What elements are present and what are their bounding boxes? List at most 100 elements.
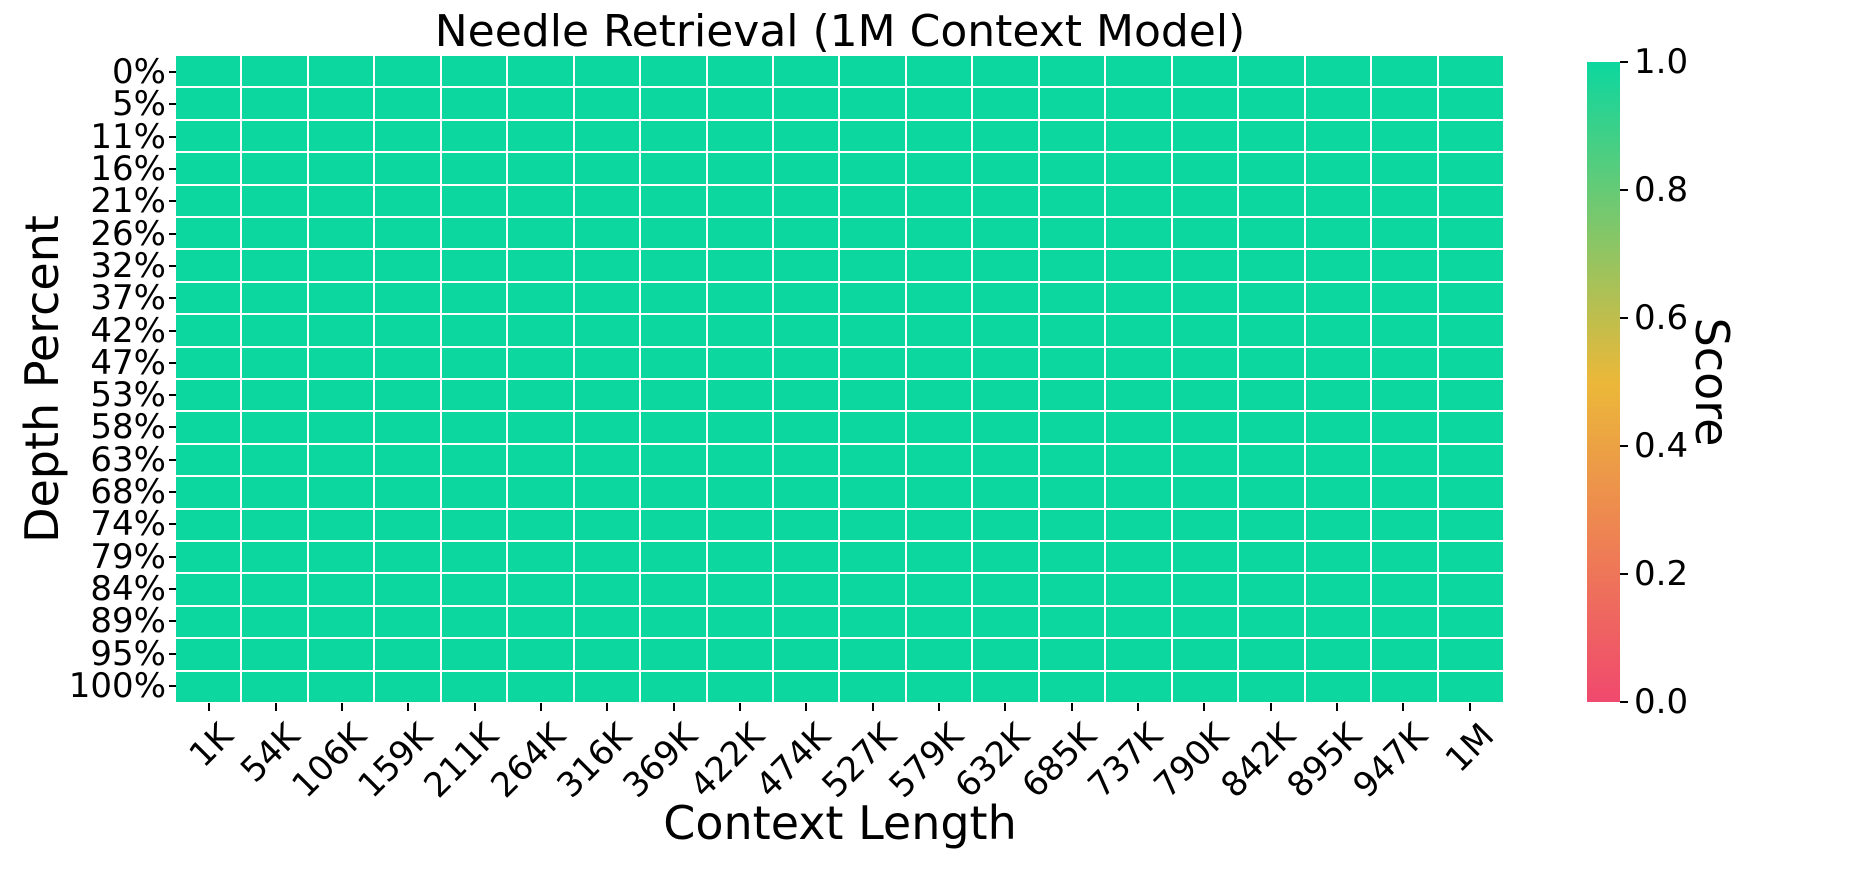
heatmap-cell [441, 509, 507, 540]
y-tick-mark [169, 103, 176, 106]
heatmap-cell [1305, 379, 1371, 411]
heatmap-cell [508, 639, 573, 670]
heatmap-cell [375, 88, 440, 119]
heatmap-cell [1106, 444, 1171, 476]
heatmap-cell [1305, 541, 1371, 573]
heatmap-cell [1305, 120, 1371, 152]
heatmap-cell [1039, 88, 1105, 119]
y-tick-label: 68% [90, 472, 166, 513]
heatmap-cell [574, 185, 640, 216]
heatmap-cell [840, 217, 905, 249]
heatmap-cell [1305, 509, 1371, 540]
heatmap-cell [1372, 185, 1437, 216]
y-tick-label: 53% [90, 375, 166, 416]
x-tick-label: 1K [181, 715, 242, 776]
heatmap-cell [774, 541, 839, 573]
heatmap-cell [1305, 347, 1371, 378]
heatmap-cell [641, 379, 706, 411]
heatmap-cell [242, 185, 307, 216]
x-tick-mark [1269, 703, 1272, 711]
heatmap-cell [840, 120, 905, 152]
heatmap-cell [574, 444, 640, 476]
heatmap-cell [906, 282, 972, 314]
heatmap-cell [375, 185, 440, 216]
heatmap-cell [508, 541, 573, 573]
heatmap-cell [973, 444, 1038, 476]
y-tick-mark [169, 523, 176, 526]
heatmap-cell [176, 477, 241, 508]
heatmap-cell [774, 217, 839, 249]
y-tick-mark [169, 200, 176, 203]
heatmap-cell [1372, 671, 1437, 702]
x-tick-label: 422K [682, 715, 773, 806]
heatmap-cell [1239, 639, 1304, 670]
x-tick-mark [871, 703, 874, 711]
heatmap-cell [1305, 639, 1371, 670]
heatmap-cell [574, 412, 640, 443]
heatmap-cell [906, 379, 972, 411]
heatmap-cell [1239, 185, 1304, 216]
heatmap-cell [1372, 606, 1437, 638]
heatmap-cell [906, 56, 972, 87]
y-tick-label: 0% [112, 52, 166, 93]
y-tick-mark [169, 458, 176, 461]
x-tick-mark [1004, 703, 1007, 711]
heatmap-cell [1106, 217, 1171, 249]
y-tick-label: 11% [90, 116, 166, 157]
heatmap-cell [375, 444, 440, 476]
heatmap-cell [774, 477, 839, 508]
heatmap-cell [906, 315, 972, 346]
heatmap-cell [1438, 88, 1503, 119]
heatmap-cell [1106, 477, 1171, 508]
y-tick-mark [169, 587, 176, 590]
y-tick-label: 42% [90, 310, 166, 351]
heatmap-cell [441, 56, 507, 87]
heatmap-cell [1372, 250, 1437, 281]
heatmap-cell [1106, 541, 1171, 573]
heatmap-cell [774, 606, 839, 638]
heatmap-cell [641, 56, 706, 87]
heatmap-cell [641, 120, 706, 152]
heatmap-cell [574, 120, 640, 152]
heatmap-cell [707, 574, 773, 605]
heatmap-cell [1438, 606, 1503, 638]
heatmap-cell [574, 379, 640, 411]
heatmap-cell [973, 56, 1038, 87]
heatmap-cell [176, 250, 241, 281]
heatmap-cell [1305, 671, 1371, 702]
heatmap-cell [176, 379, 241, 411]
heatmap-cell [973, 509, 1038, 540]
heatmap-cell [906, 88, 972, 119]
heatmap-cell [242, 56, 307, 87]
heatmap-cell [1372, 639, 1437, 670]
heatmap-cell [973, 153, 1038, 184]
heatmap-cell [641, 282, 706, 314]
heatmap-cell [906, 185, 972, 216]
heatmap-cell [176, 412, 241, 443]
heatmap-cell [1239, 56, 1304, 87]
heatmap-cell [308, 120, 374, 152]
heatmap-cell [1039, 671, 1105, 702]
heatmap-cell [707, 185, 773, 216]
heatmap-cell [1172, 217, 1238, 249]
heatmap-cell [574, 315, 640, 346]
x-tick-label: 369K [615, 715, 706, 806]
heatmap-cell [973, 250, 1038, 281]
x-tick-mark [274, 703, 277, 711]
x-tick-mark [1070, 703, 1073, 711]
heatmap-cell [1172, 509, 1238, 540]
heatmap-cell [242, 606, 307, 638]
heatmap-cell [1106, 412, 1171, 443]
heatmap-cell [176, 606, 241, 638]
x-tick-mark [473, 703, 476, 711]
heatmap-cell [774, 315, 839, 346]
heatmap-cell [308, 412, 374, 443]
heatmap-cell [1438, 56, 1503, 87]
colorbar-label: Score [1685, 317, 1739, 447]
heatmap-cell [1106, 315, 1171, 346]
heatmap-cell [508, 250, 573, 281]
heatmap-cell [906, 509, 972, 540]
heatmap-cell [973, 671, 1038, 702]
heatmap-cell [1239, 477, 1304, 508]
x-tick-mark [738, 703, 741, 711]
